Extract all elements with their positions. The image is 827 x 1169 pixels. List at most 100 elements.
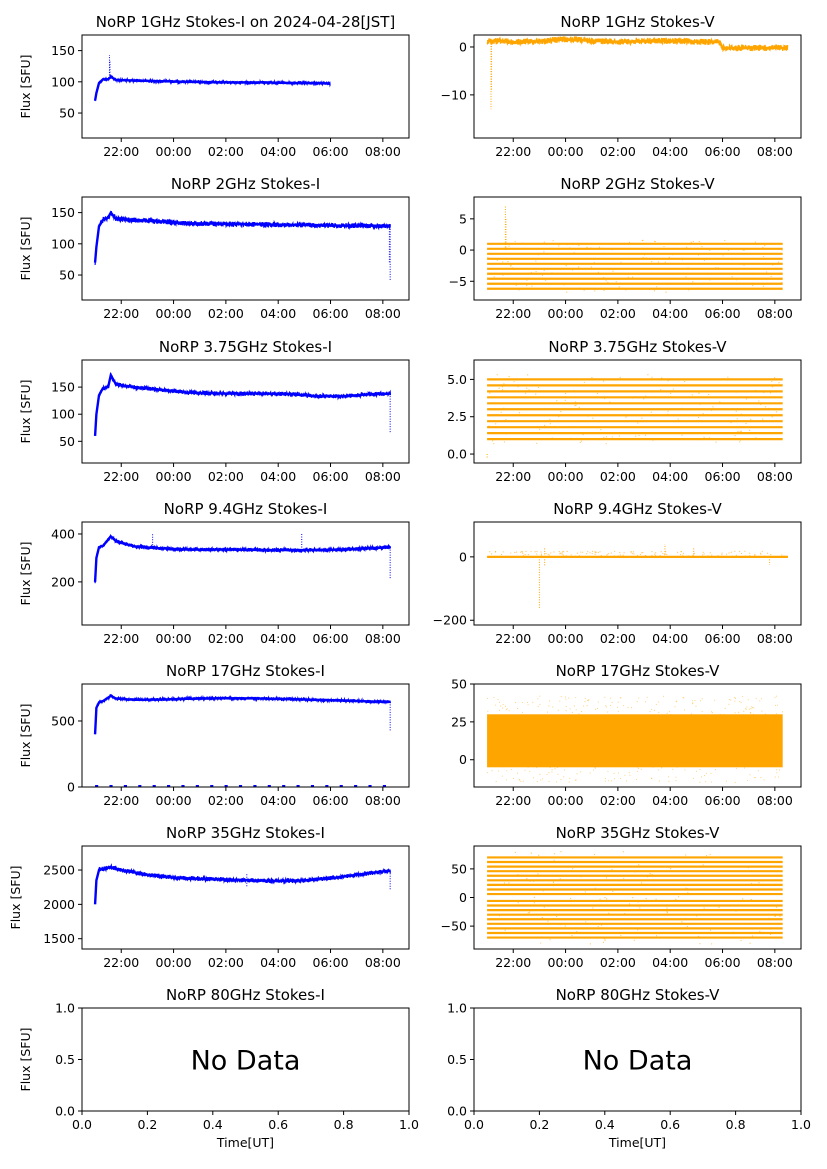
scatter-point xyxy=(658,701,660,703)
scatter-point xyxy=(551,769,553,771)
scatter-point xyxy=(568,697,570,699)
scatter-point xyxy=(501,389,504,391)
scatter-point xyxy=(667,413,669,415)
panel-title: NoRP 17GHz Stokes-I xyxy=(166,662,325,680)
scatter-point xyxy=(545,723,547,725)
scatter-point xyxy=(764,713,766,715)
scatter-point xyxy=(646,696,648,698)
scatter-point xyxy=(560,755,562,757)
scatter-point xyxy=(562,905,564,907)
panel-title: NoRP 35GHz Stokes-V xyxy=(556,824,721,842)
scatter-point xyxy=(568,781,570,783)
scatter-point xyxy=(763,391,765,394)
scatter-point xyxy=(669,378,671,380)
scatter-point xyxy=(575,404,577,406)
scatter-point xyxy=(493,758,495,760)
scatter-point xyxy=(584,698,586,700)
scatter-point xyxy=(740,430,743,432)
scatter-point xyxy=(714,769,717,771)
scatter-point xyxy=(555,714,557,716)
y-axis-label: Flux [SFU] xyxy=(18,542,33,606)
scatter-point xyxy=(725,780,727,782)
scatter-point xyxy=(603,764,605,766)
scatter-point xyxy=(650,748,652,750)
scatter-point xyxy=(597,749,599,751)
scatter-point xyxy=(655,552,657,554)
scatter-point xyxy=(645,716,647,718)
scatter-point xyxy=(492,715,494,717)
scatter-point xyxy=(669,756,671,758)
scatter-point xyxy=(628,729,630,731)
x-tick-label: 02:00 xyxy=(208,306,244,321)
scatter-point xyxy=(590,247,592,249)
y-tick-label: 0.0 xyxy=(447,447,467,462)
scatter-point xyxy=(504,730,506,732)
scatter-point xyxy=(619,552,621,554)
scatter-point xyxy=(650,722,652,724)
scatter-point xyxy=(575,716,577,718)
scatter-point xyxy=(557,759,559,761)
scatter-point xyxy=(691,700,694,702)
scatter-point xyxy=(551,715,553,717)
scatter-point xyxy=(712,406,714,408)
scatter-point xyxy=(770,275,772,277)
scatter-point xyxy=(561,553,563,555)
scatter-point xyxy=(686,887,689,890)
scatter-point xyxy=(489,551,491,553)
scatter-point xyxy=(621,901,623,903)
scatter-point xyxy=(718,746,720,748)
scatter-point xyxy=(660,736,662,738)
scatter-point xyxy=(622,851,624,853)
scatter-point xyxy=(658,780,660,782)
scatter-point xyxy=(518,743,520,745)
scatter-point xyxy=(698,240,700,243)
scatter-point xyxy=(649,258,651,261)
scatter-point xyxy=(582,433,584,436)
scatter-point xyxy=(655,935,658,937)
scatter-point xyxy=(768,556,770,558)
scatter-point xyxy=(663,745,665,747)
scatter-point xyxy=(546,253,549,255)
scatter-point xyxy=(523,757,525,759)
scatter-point xyxy=(774,704,777,707)
scatter-point xyxy=(503,936,505,938)
scatter-point xyxy=(537,873,539,875)
scatter-point xyxy=(604,438,606,440)
scatter-point xyxy=(707,555,709,557)
scatter-point xyxy=(639,553,642,556)
scatter-point xyxy=(680,716,682,718)
scatter-point xyxy=(745,378,747,380)
scatter-point xyxy=(560,778,562,781)
scatter-point xyxy=(626,743,628,745)
scatter-point xyxy=(594,551,596,554)
scatter-point xyxy=(690,241,692,243)
scatter-point xyxy=(617,706,619,708)
scatter-point xyxy=(518,289,520,291)
scatter-point xyxy=(697,287,699,289)
scatter-point xyxy=(609,697,611,699)
scatter-point xyxy=(549,423,551,425)
scatter-point xyxy=(632,747,634,749)
scatter-point xyxy=(637,901,639,903)
scatter-point xyxy=(604,939,606,941)
scatter-point xyxy=(663,746,665,748)
scatter-point xyxy=(652,766,654,768)
scatter-point xyxy=(754,241,757,243)
scatter-point xyxy=(603,437,605,439)
scatter-point xyxy=(608,753,610,755)
scatter-point xyxy=(747,867,750,869)
scatter-point xyxy=(553,758,555,760)
scatter-point xyxy=(505,779,507,781)
scatter-point xyxy=(548,772,550,774)
scatter-point xyxy=(781,722,783,724)
scatter-point xyxy=(640,768,642,770)
scatter-point xyxy=(625,719,627,721)
x-tick-label: 06:00 xyxy=(705,955,741,970)
scatter-point xyxy=(778,720,780,722)
scatter-point xyxy=(740,747,742,749)
scatter-point xyxy=(547,553,549,555)
scatter-point xyxy=(731,276,733,278)
scatter-point xyxy=(550,555,552,558)
scatter-point xyxy=(654,553,656,555)
scatter-point xyxy=(602,432,604,434)
